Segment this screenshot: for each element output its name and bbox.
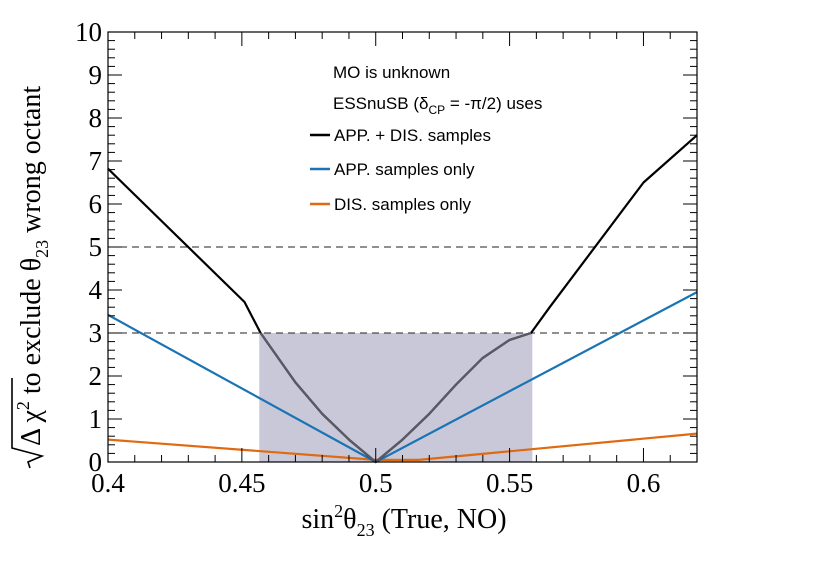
x-tick-label: 0.55 bbox=[486, 468, 533, 498]
y-tick-label: 6 bbox=[89, 189, 103, 219]
annotation-essnusb: ESSnuSB (δCP = -π/2) uses bbox=[333, 94, 542, 117]
series-line-1-shaded bbox=[259, 331, 532, 464]
y-tick-label: 2 bbox=[89, 361, 103, 391]
legend-label-3: DIS. samples only bbox=[334, 195, 471, 214]
y-tick-label: 3 bbox=[89, 318, 103, 348]
x-tick-label: 0.6 bbox=[627, 468, 661, 498]
y-tick-label: 0 bbox=[89, 447, 103, 477]
y-tick-label: 9 bbox=[89, 60, 103, 90]
x-axis-label: sin2θ23 (True, NO) bbox=[301, 501, 506, 540]
y-axis-label: Δ χ2 to exclude θ23 wrong octant bbox=[11, 86, 52, 469]
annotation-mo: MO is unknown bbox=[333, 63, 450, 82]
y-tick-label: 10 bbox=[75, 17, 102, 47]
y-tick-label: 4 bbox=[89, 275, 103, 305]
y-axis-label-text: Δ χ2 to exclude θ23 wrong octant bbox=[13, 86, 52, 446]
x-tick-label: 0.45 bbox=[218, 468, 265, 498]
legend-label-2: APP. samples only bbox=[334, 160, 475, 179]
y-tick-label: 5 bbox=[89, 232, 103, 262]
y-tick-label: 7 bbox=[89, 146, 103, 176]
x-tick-label: 0.5 bbox=[359, 468, 393, 498]
legend-label-1: APP. + DIS. samples bbox=[334, 126, 491, 145]
sqrt-sign bbox=[11, 378, 45, 469]
y-tick-label: 8 bbox=[89, 103, 103, 133]
x-tick-label: 0.4 bbox=[91, 468, 125, 498]
y-tick-label: 1 bbox=[89, 404, 103, 434]
